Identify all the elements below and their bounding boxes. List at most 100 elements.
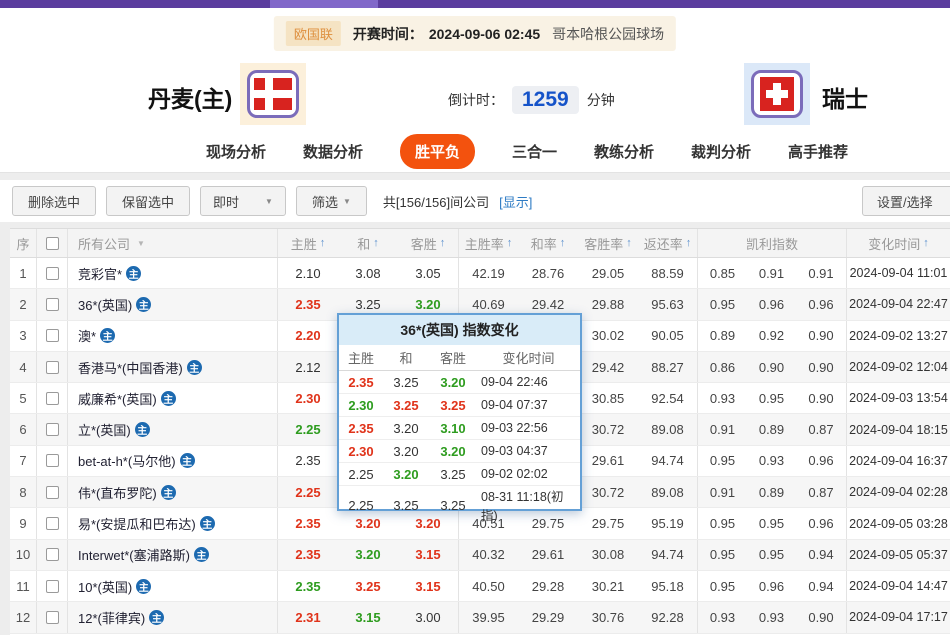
col-away-win[interactable]: 客胜 ↑ [398,229,458,257]
tab-3[interactable]: 胜平负 [399,133,475,169]
kelly-index-1: 0.93 [697,383,747,414]
away-odds: 3.25 [440,497,466,513]
popup-col-draw: 和 [399,351,413,366]
row-checkbox[interactable] [45,610,59,624]
col-draw[interactable]: 和 ↑ [338,229,398,257]
away-odds: 3.20 [440,374,466,390]
countdown-label: 倒计时： [448,92,504,108]
instant-dropdown[interactable]: 即时 ▼ [200,186,286,216]
tab-2[interactable]: 数据分析 [302,143,363,161]
kickoff-label: 开赛时间： [352,25,423,42]
chevron-down-icon: ▼ [265,196,273,206]
row-checkbox[interactable] [45,485,59,499]
match-header: 欧国联 开赛时间： 2024-09-06 02:45 哥本哈根公园球场 丹麦(主… [0,8,950,130]
tab-6[interactable]: 裁判分析 [691,143,752,161]
away-rate: 30.08 [591,547,625,563]
col-change-time[interactable]: 变化时间 ↑ [846,229,950,257]
row-checkbox[interactable] [45,329,59,343]
change-time: 2024-09-04 17:17 [846,602,950,633]
table-row[interactable]: 3 澳* 主 2.20 30.02 90.05 0.89 0.92 0.90 2024-09-02… [10,320,950,352]
away-team-name: 瑞士 [822,86,868,112]
home-odds: 2.30 [348,443,374,459]
table-row[interactable]: 12 12*(菲律宾) 主 2.31 3.15 3.00 39.95 29.29 30.76 92… [10,602,950,634]
countdown-value: 1259 [512,86,579,114]
row-checkbox[interactable] [45,579,59,593]
row-seq: 7 [19,453,27,469]
tab-7[interactable]: 高手推荐 [788,143,849,161]
table-row[interactable]: 2 36*(英国) 主 2.35 3.25 3.20 40.69 29.42 29.88 95.6… [10,289,950,321]
sort-asc-icon: ↑ [373,237,379,249]
col-home-rate[interactable]: 主胜率 ↑ [458,229,518,257]
row-checkbox[interactable] [45,266,59,280]
home-odds: 2.31 [277,602,338,633]
company-name: bet-at-h*(马尔他) [78,454,176,470]
home-badge-icon: 主 [136,296,152,312]
draw-rate: 29.42 [531,296,565,312]
tab-1[interactable]: 现场分析 [205,143,266,161]
return-rate: 88.59 [651,265,684,281]
switzerland-flag [760,77,794,111]
away-odds: 3.15 [415,578,441,594]
denmark-flag-icon [240,63,306,125]
delete-selected-button[interactable]: 删除选中 [12,186,97,216]
switzerland-flag-icon [744,63,810,125]
row-checkbox[interactable] [45,548,59,562]
kickoff-time: 2024-09-06 02:45 [428,25,541,42]
keep-selected-button[interactable]: 保留选中 [106,186,191,216]
flag-frame [751,70,803,118]
kelly-index-2: 0.90 [758,359,785,375]
select-all-checkbox[interactable] [45,236,59,250]
row-checkbox[interactable] [45,360,59,374]
flag-frame [247,70,299,118]
row-seq: 11 [16,578,30,594]
chevron-down-icon: ▼ [342,196,351,206]
popup-body: 2.35 3.25 3.20 09-04 22:46 2.30 3.25 3.25 09-04… [339,371,580,523]
sort-asc-icon: ↑ [319,237,326,249]
row-checkbox[interactable] [45,391,59,405]
table-row[interactable]: 10 Interwet*(塞浦路斯) 主 2.35 3.20 3.15 40.32 29.61… [10,539,950,571]
show-link[interactable]: [显示] [499,194,533,210]
company-cell: 10*(英国) 主 [67,570,277,602]
tab-5[interactable]: 教练分析 [594,143,655,161]
col-kelly: 凯利指数 [697,229,846,257]
tab-4[interactable]: 三合一 [511,143,557,161]
company-name: 威廉希*(英国) [78,391,157,407]
change-time: 2024-09-03 13:54 [846,383,950,414]
kelly-index-2: 0.93 [758,609,785,625]
draw-odds: 3.20 [355,547,381,563]
home-odds: 2.35 [277,539,338,570]
row-seq: 1 [19,265,27,281]
home-rate: 40.32 [458,539,518,570]
row-checkbox-cell [36,508,67,539]
row-checkbox-cell [36,602,67,633]
col-away-rate[interactable]: 客胜率 ↑ [578,229,638,257]
row-seq: 9 [19,516,27,532]
col-return-rate[interactable]: 返还率 ↑ [638,229,697,257]
table-row[interactable]: 11 10*(英国) 主 2.35 3.25 3.15 40.50 29.28 30.21 95.… [10,570,950,603]
kelly-index-2: 0.96 [758,296,785,312]
settings-button[interactable]: 设置/选择 [862,186,950,216]
home-badge-icon: 主 [149,609,165,625]
col-draw-rate[interactable]: 和率 ↑ [518,229,578,257]
kelly-index-3: 0.90 [808,390,834,406]
company-cell: 香港马*(中国香港) 主 [67,351,277,383]
table-row[interactable]: 9 易*(安提瓜和巴布达) 主 2.35 3.20 3.20 40.51 29.75 29.75… [10,508,950,540]
row-checkbox-cell [36,258,67,289]
company-name: 香港马*(中国香港) [78,360,183,376]
kelly-index-1: 0.93 [697,602,747,633]
col-home-win[interactable]: 主胜 ↑ [277,229,338,257]
row-checkbox-cell [36,539,67,570]
row-checkbox[interactable] [45,297,59,311]
draw-rate: 28.76 [531,265,565,281]
col-company[interactable]: 所有公司 ▼ [67,229,277,257]
kelly-index-3: 0.87 [808,484,834,500]
row-checkbox[interactable] [45,517,59,531]
row-checkbox-cell [36,570,67,602]
table-row[interactable]: 1 竞彩官* 主 2.10 3.08 3.05 42.19 28.76 29.05 88.59 0.… [10,258,950,290]
row-checkbox[interactable] [45,423,59,437]
filter-dropdown[interactable]: 筛选 ▼ [295,186,367,216]
row-checkbox-cell [36,414,67,445]
row-checkbox[interactable] [45,454,59,468]
change-time: 2024-09-02 13:27 [846,320,950,351]
draw-odds: 3.25 [393,397,419,413]
